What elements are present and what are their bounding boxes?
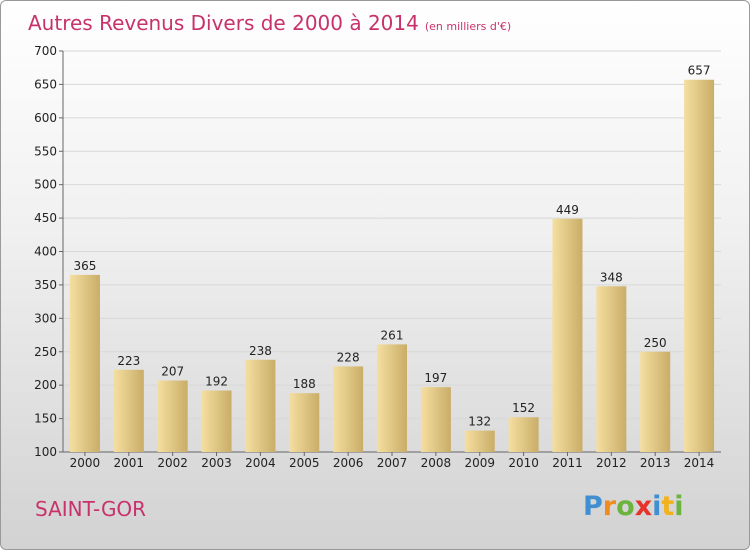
x-tick-label-2013: 2013 xyxy=(640,456,671,470)
x-tick-label-2001: 2001 xyxy=(114,456,145,470)
x-tick-label-2005: 2005 xyxy=(289,456,320,470)
bar-2010 xyxy=(508,417,539,452)
value-label-2005: 188 xyxy=(293,377,316,391)
x-tick-label-2010: 2010 xyxy=(508,456,539,470)
y-tick-label: 650 xyxy=(34,77,57,91)
bar-2012 xyxy=(596,286,627,452)
y-tick-label: 600 xyxy=(34,111,57,125)
bar-2008 xyxy=(420,387,451,452)
x-tick-label-2002: 2002 xyxy=(157,456,188,470)
commune-name: SAINT-GOR xyxy=(35,497,147,521)
x-tick-label-2004: 2004 xyxy=(245,456,276,470)
y-tick-labels: 100 150 200 250 300 350 400 450 500 550 600 650 700 xyxy=(34,44,57,459)
x-tick-label-2000: 2000 xyxy=(70,456,101,470)
value-label-2003: 192 xyxy=(205,375,228,389)
x-tick-label-2003: 2003 xyxy=(201,456,232,470)
x-tick-label-2006: 2006 xyxy=(333,456,364,470)
value-label-2002: 207 xyxy=(161,364,184,378)
value-label-2012: 348 xyxy=(600,270,623,284)
value-label-2004: 238 xyxy=(249,344,272,358)
chart-title: Autres Revenus Divers de 2000 à 2014 (en … xyxy=(28,11,511,35)
bar-2006 xyxy=(333,366,364,452)
y-tick-label: 400 xyxy=(34,245,57,259)
bar-2004 xyxy=(245,359,276,452)
value-label-2011: 449 xyxy=(556,203,579,217)
y-tick-label: 350 xyxy=(34,278,57,292)
value-label-2010: 152 xyxy=(512,401,535,415)
x-tick-label-2007: 2007 xyxy=(377,456,408,470)
bar-2014 xyxy=(684,79,715,452)
value-label-2008: 197 xyxy=(424,371,447,385)
bars xyxy=(69,79,715,452)
y-tick-label: 450 xyxy=(34,211,57,225)
bar-2009 xyxy=(464,430,495,452)
y-tick-label: 500 xyxy=(34,178,57,192)
bar-2011 xyxy=(552,218,583,452)
bar-2003 xyxy=(201,390,232,452)
x-tick-label-2014: 2014 xyxy=(684,456,715,470)
value-label-2006: 228 xyxy=(337,350,360,364)
bar-2005 xyxy=(289,393,320,452)
bar-2002 xyxy=(157,380,188,452)
value-label-2000: 365 xyxy=(73,259,96,273)
chart-title-text: Autres Revenus Divers de 2000 à 2014 xyxy=(28,11,419,35)
value-label-2014: 657 xyxy=(688,64,711,78)
proxiti-logo: Proxiti xyxy=(583,491,684,522)
value-label-2009: 132 xyxy=(468,415,491,429)
y-tick-label: 250 xyxy=(34,345,57,359)
y-tick-label: 200 xyxy=(34,378,57,392)
x-tick-label-2008: 2008 xyxy=(421,456,452,470)
value-label-2007: 261 xyxy=(381,328,404,342)
bar-2000 xyxy=(69,274,100,452)
y-tick-label: 150 xyxy=(34,412,57,426)
y-tick-label: 300 xyxy=(34,311,57,325)
value-labels: 365 223 207 192 238 188 228 261 197 132 152 449 348 2… xyxy=(73,64,710,429)
x-tick-label-2011: 2011 xyxy=(552,456,583,470)
bar-2013 xyxy=(640,351,671,452)
y-tick-label: 100 xyxy=(34,445,57,459)
x-tick-label-2012: 2012 xyxy=(596,456,627,470)
chart-unit: (en milliers d'€) xyxy=(424,20,512,33)
bar-2001 xyxy=(113,369,144,452)
x-tick-labels: 2000 2001 2002 2003 2004 2005 2006 2007 2008 2009… xyxy=(70,456,715,470)
bar-2007 xyxy=(377,344,407,452)
y-tick-label: 550 xyxy=(34,144,57,158)
y-tick-label: 700 xyxy=(34,44,57,58)
x-tick-label-2009: 2009 xyxy=(464,456,495,470)
value-label-2001: 223 xyxy=(117,354,140,368)
value-label-2013: 250 xyxy=(644,336,667,350)
